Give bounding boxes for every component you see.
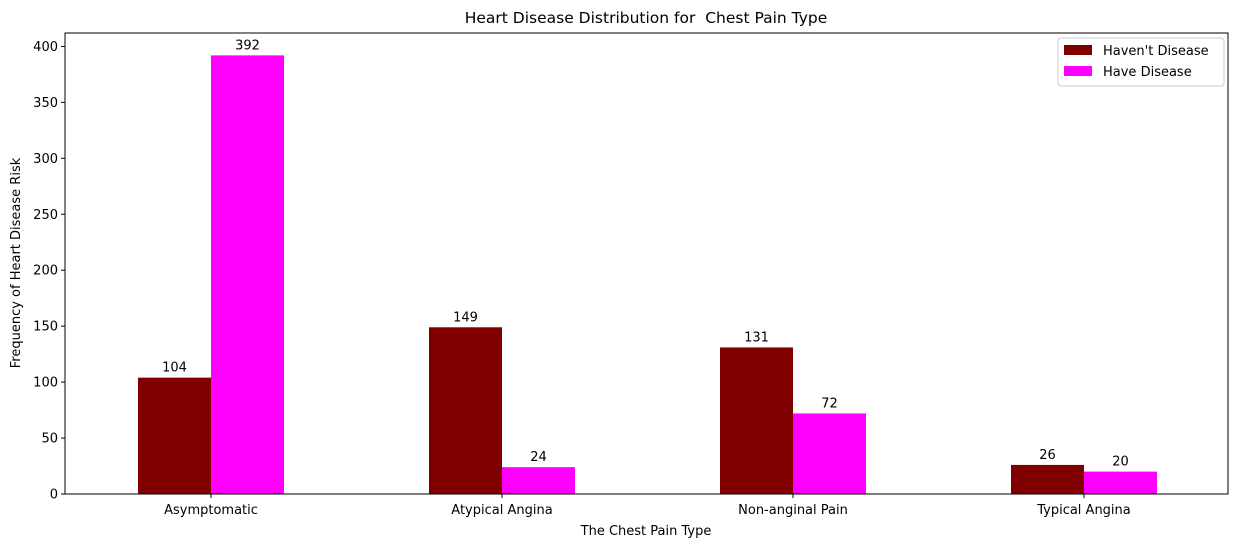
- x-tick-label-atypical-angina: Atypical Angina: [451, 503, 552, 518]
- x-tick-label-asymptomatic: Asymptomatic: [164, 503, 258, 518]
- bar-labels: 104 149 131 26 392 24 72 20: [162, 38, 1129, 469]
- y-tick-label: 150: [33, 320, 58, 335]
- y-axis-title: Frequency of Heart Disease Risk: [9, 157, 24, 368]
- bar-haven-t-disease-atypical-angina: [429, 327, 502, 494]
- y-tick-label: 300: [33, 152, 58, 167]
- y-tick-label: 50: [41, 432, 58, 447]
- y-tick-label: 250: [33, 208, 58, 223]
- y-tick-label: 0: [50, 488, 58, 503]
- x-tick-label-typical-angina: Typical Angina: [1036, 503, 1131, 518]
- x-tick-label-non-anginal-pain: Non-anginal Pain: [738, 503, 848, 518]
- bar-value-label: 26: [1039, 448, 1056, 463]
- plot-frame: [64, 32, 1229, 495]
- bar-have-disease-asymptomatic: [211, 55, 284, 495]
- bars: [138, 55, 1157, 495]
- legend: Haven't Disease Have Disease: [1057, 37, 1225, 87]
- bar-value-label: 72: [821, 396, 838, 411]
- y-axis: 0 50 100 150 200 250 300 350 400: [33, 40, 65, 503]
- chart-title: Heart Disease Distribution for Chest Pai…: [465, 9, 828, 27]
- bar-have-disease-atypical-angina: [502, 467, 575, 494]
- bar-value-label: 24: [530, 450, 547, 465]
- bar-haven-t-disease-typical-angina: [1011, 464, 1084, 494]
- bar-haven-t-disease-non-anginal-pain: [720, 347, 793, 494]
- y-tick-label: 350: [33, 96, 58, 111]
- legend-label-havent-disease: Haven't Disease: [1103, 44, 1209, 59]
- legend-label-have-disease: Have Disease: [1103, 65, 1192, 80]
- bar-have-disease-typical-angina: [1084, 471, 1157, 494]
- y-tick-label: 100: [33, 376, 58, 391]
- x-axis-title: The Chest Pain Type: [580, 524, 712, 539]
- bar-value-label: 392: [235, 38, 260, 53]
- legend-swatch-have-disease: [1064, 66, 1092, 76]
- bar-value-label: 104: [162, 361, 187, 376]
- legend-frame: [1057, 37, 1225, 87]
- legend-swatch-havent-disease: [1064, 45, 1092, 55]
- bar-haven-t-disease-asymptomatic: [138, 377, 211, 494]
- bar-value-label: 131: [744, 330, 769, 345]
- bar-value-label: 20: [1112, 455, 1129, 470]
- x-axis: Asymptomatic Atypical Angina Non-anginal P…: [164, 494, 1131, 518]
- bar-value-label: 149: [453, 310, 478, 325]
- y-tick-label: 200: [33, 264, 58, 279]
- bar-have-disease-non-anginal-pain: [793, 413, 866, 494]
- y-tick-label: 400: [33, 40, 58, 55]
